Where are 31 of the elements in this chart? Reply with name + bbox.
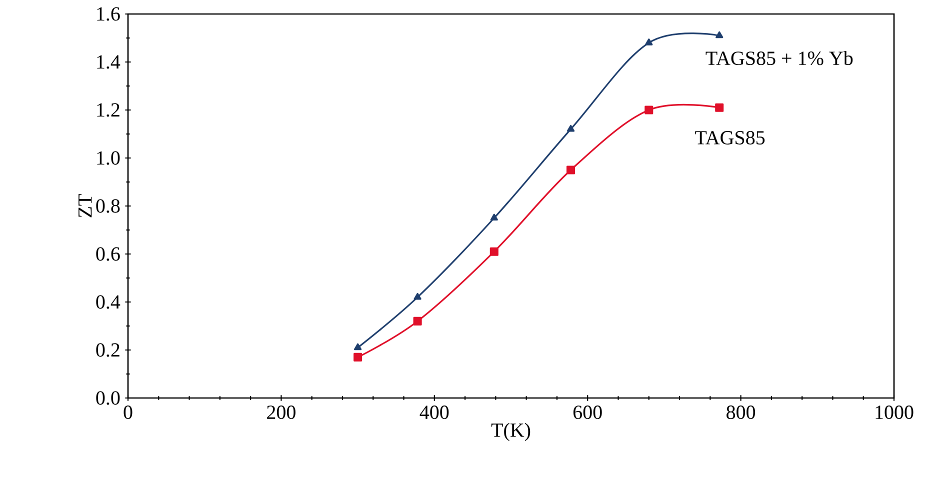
point bbox=[414, 292, 422, 300]
point bbox=[354, 343, 362, 350]
x-tick-label: 1000 bbox=[876, 406, 914, 420]
point bbox=[354, 352, 362, 362]
y-tick-label: 0.0 bbox=[96, 391, 120, 405]
series-label: TAGS85 + 1% Yb bbox=[706, 50, 853, 66]
y-tick-label: 0.6 bbox=[96, 247, 120, 261]
point bbox=[644, 106, 654, 114]
point bbox=[490, 247, 498, 256]
point bbox=[645, 38, 653, 46]
point bbox=[715, 103, 724, 112]
y-tick-label: 1.0 bbox=[97, 151, 120, 165]
point bbox=[566, 166, 576, 174]
x-axis-title: T(K) bbox=[491, 422, 530, 442]
point bbox=[566, 124, 575, 132]
point bbox=[413, 316, 422, 326]
y-tick-label: 0.2 bbox=[96, 343, 120, 357]
point bbox=[716, 31, 724, 38]
y-tick-label: 0.4 bbox=[96, 295, 120, 309]
series-label: TAGS85 bbox=[695, 130, 765, 144]
x-tick-label: 800 bbox=[726, 406, 756, 420]
x-tick-label: 0 bbox=[124, 406, 132, 420]
y-tick-label: 0.8 bbox=[96, 199, 120, 213]
point bbox=[490, 214, 498, 221]
x-tick-label: 400 bbox=[420, 406, 449, 420]
y-tick-label: 1.2 bbox=[97, 103, 120, 117]
y-tick-label: 1.6 bbox=[97, 7, 120, 21]
x-tick-label: 600 bbox=[573, 406, 602, 420]
y-tick-label: 1.4 bbox=[97, 55, 120, 69]
x-tick-label: 200 bbox=[267, 406, 296, 420]
y-axis-title: ZT bbox=[78, 194, 92, 218]
